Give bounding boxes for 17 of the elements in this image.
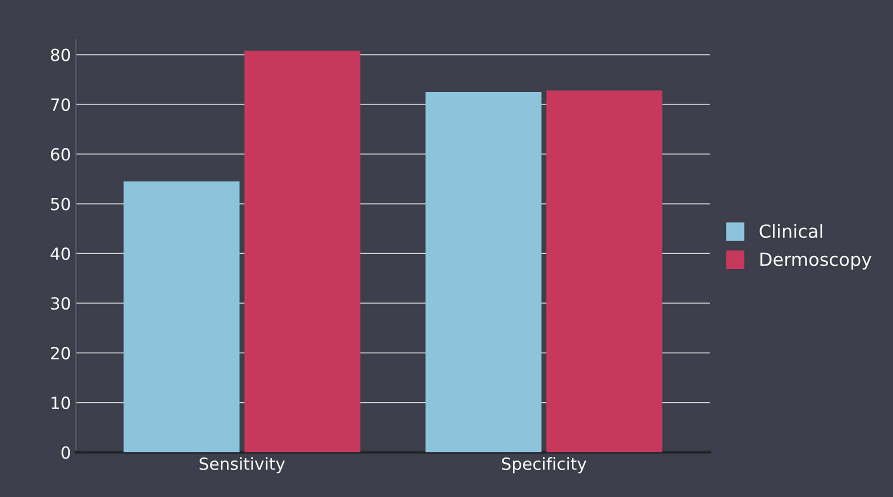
x-tick-label: Sensitivity xyxy=(200,457,285,474)
legend-label: Dermoscopy xyxy=(760,252,872,270)
bar xyxy=(124,181,240,452)
y-tick-label: 10 xyxy=(52,396,70,410)
y-tick-label: 50 xyxy=(51,198,70,210)
x-tick-label: Specificity xyxy=(502,457,586,474)
y-tick-label: 40 xyxy=(50,247,70,260)
y-tick-label: 60 xyxy=(51,148,70,161)
y-tick-label: 30 xyxy=(51,297,70,310)
y-tick-label: 20 xyxy=(51,346,70,360)
y-tick-label: 70 xyxy=(51,98,70,111)
y-tick-label: 0 xyxy=(62,446,70,459)
bar xyxy=(546,90,662,452)
bar xyxy=(426,92,542,452)
legend-label: Clinical xyxy=(760,224,822,238)
y-tick-label: 80 xyxy=(50,48,70,62)
bar xyxy=(244,50,360,452)
